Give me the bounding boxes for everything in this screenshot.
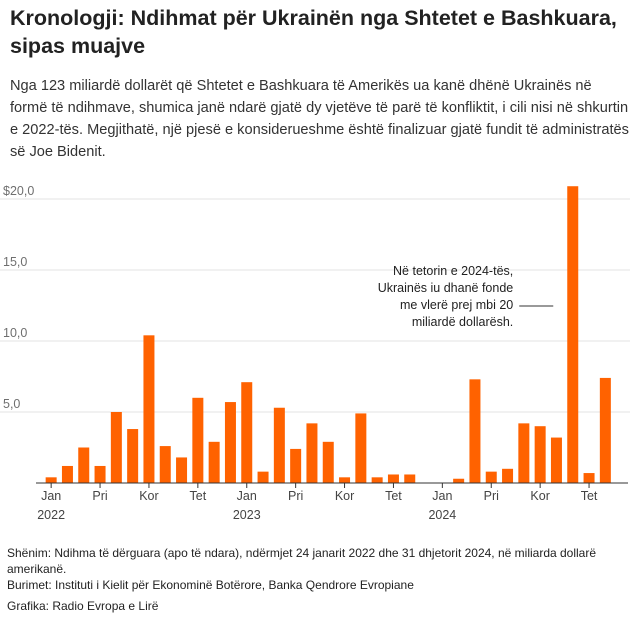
bar-2022-03 [78, 447, 90, 483]
bar-2023-04 [290, 448, 302, 483]
bar-2022-09 [176, 457, 188, 483]
annotation-text: Në tetorin e 2024-tës, [393, 264, 513, 278]
bar-2022-06 [127, 429, 139, 483]
bar-2024-06 [518, 423, 530, 483]
bar-2022-11 [208, 441, 220, 483]
chart-subtitle: Nga 123 miliardë dollarët që Shtetet e B… [10, 78, 629, 160]
x-tick-label: Tet [190, 489, 207, 503]
bar-2024-09 [567, 186, 579, 483]
x-tick-label: Jan [432, 489, 452, 503]
x-tick-label: Jan [41, 489, 61, 503]
bar-2024-07 [534, 426, 546, 483]
x-tick-label: Tet [581, 489, 598, 503]
bar-2024-04 [485, 471, 497, 483]
bar-2022-01 [45, 477, 57, 483]
x-tick-label: Pri [92, 489, 107, 503]
bar-chart: 5,0 10,0 15,0 $20,0 Jan Pri Kor Tet Jan Pri Kor Tet… [0, 184, 630, 522]
bar-2024-03 [469, 379, 481, 483]
annotation-text: me vlerë prej mbi 20 [400, 298, 513, 312]
x-tick-label: Kor [139, 489, 158, 503]
y-tick-label: 5,0 [3, 397, 20, 411]
bar-2023-08 [355, 413, 367, 483]
bar-2023-07 [339, 477, 351, 483]
year-label: 2022 [37, 508, 65, 522]
bar-2022-10 [192, 397, 204, 483]
y-tick-label: 15,0 [3, 255, 27, 269]
footnote: Shënim: Ndihma të dërguara (apo të ndara… [7, 546, 597, 576]
annotation-text: miliardë dollarësh. [412, 315, 513, 329]
x-tick-label: Kor [530, 489, 549, 503]
bar-2023-11 [404, 474, 416, 483]
bar-2022-12 [224, 402, 236, 483]
bar-2022-07 [143, 335, 155, 483]
sources-text: Burimet: Instituti i Kielit për Ekonomin… [7, 578, 414, 592]
bar-2022-08 [159, 446, 171, 483]
bar-2023-09 [371, 477, 383, 483]
bar-2023-02 [257, 471, 269, 483]
bar-2024-02 [453, 478, 465, 483]
x-tick-label: Pri [484, 489, 499, 503]
year-label: 2023 [233, 508, 261, 522]
bar-2022-02 [61, 465, 73, 483]
bar-2024-05 [502, 468, 514, 483]
x-tick-label: Pri [288, 489, 303, 503]
annotation-text: Ukrainës iu dhanë fonde [378, 281, 514, 295]
bar-2023-03 [273, 407, 285, 483]
y-tick-label: 10,0 [3, 326, 27, 340]
bar-2024-08 [550, 437, 562, 483]
y-tick-label: $20,0 [3, 184, 34, 198]
bar-2024-10 [583, 473, 595, 483]
bar-2022-04 [94, 465, 106, 483]
bar-2023-05 [306, 423, 318, 483]
bar-2023-10 [387, 474, 399, 483]
bar-2022-05 [110, 412, 122, 483]
bar-2024-11 [599, 377, 611, 483]
x-tick-label: Kor [335, 489, 354, 503]
bar-2023-01 [241, 382, 253, 483]
graphic-credit: Grafika: Radio Evropa e Lirë [7, 599, 159, 613]
bar-2023-06 [322, 441, 334, 483]
year-label: 2024 [428, 508, 456, 522]
x-tick-label: Jan [237, 489, 257, 503]
x-tick-label: Tet [385, 489, 402, 503]
chart-title: Kronologji: Ndihmat për Ukrainën nga Sht… [10, 6, 617, 58]
